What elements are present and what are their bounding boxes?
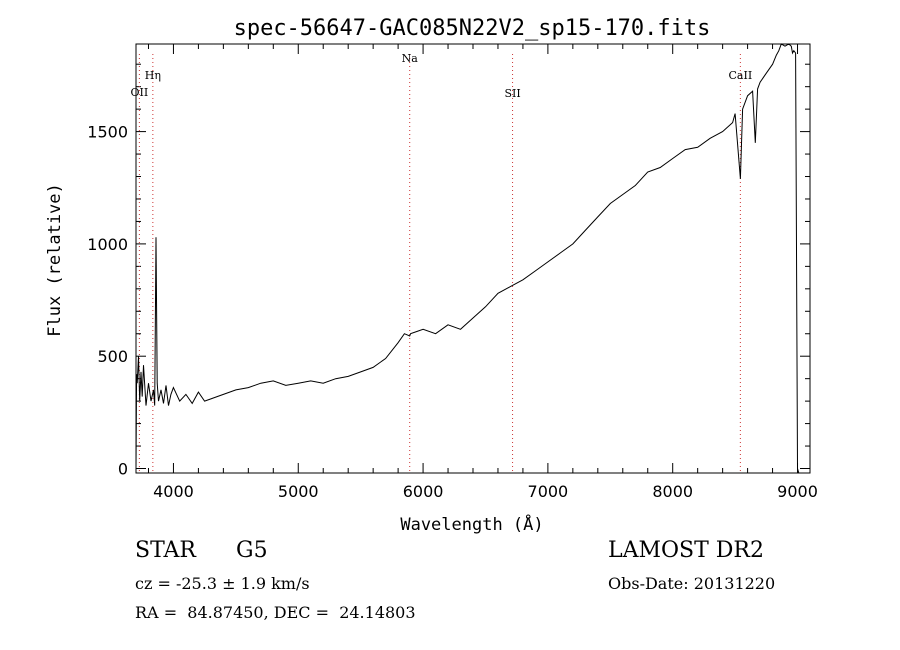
x-tick-label: 7000 xyxy=(528,482,569,501)
object-type: STAR xyxy=(135,538,196,563)
y-tick-label: 0 xyxy=(118,460,128,479)
y-axis-label: Flux (relative) xyxy=(45,183,65,337)
redshift-velocity: cz = -25.3 ± 1.9 km/s xyxy=(135,574,310,593)
x-tick-label: 8000 xyxy=(652,482,693,501)
survey-name: LAMOST DR2 xyxy=(608,538,764,563)
line-marker-label: Na xyxy=(402,52,419,65)
line-marker-label: OII xyxy=(131,86,149,99)
line-marker-label: SII xyxy=(504,87,520,100)
y-tick-label: 1500 xyxy=(87,123,128,142)
plot-frame xyxy=(135,43,811,474)
x-tick-label: 4000 xyxy=(153,482,194,501)
y-tick-label: 1000 xyxy=(87,235,128,254)
y-tick-label: 500 xyxy=(97,347,128,366)
spectral-class: G5 xyxy=(236,538,268,563)
chart-title: spec-56647-GAC085N22V2_sp15-170.fits xyxy=(234,16,711,41)
line-marker-label: Hη xyxy=(145,69,161,82)
x-tick-label: 9000 xyxy=(777,482,818,501)
coordinates: RA = 84.87450, DEC = 24.14803 xyxy=(135,603,416,622)
observation-date: Obs-Date: 20131220 xyxy=(608,574,776,593)
x-axis-label: Wavelength (Å) xyxy=(400,513,543,535)
x-tick-label: 5000 xyxy=(278,482,319,501)
x-tick-label: 6000 xyxy=(403,482,444,501)
spectrum-line xyxy=(135,43,800,474)
line-marker-label: CaII xyxy=(729,69,753,82)
